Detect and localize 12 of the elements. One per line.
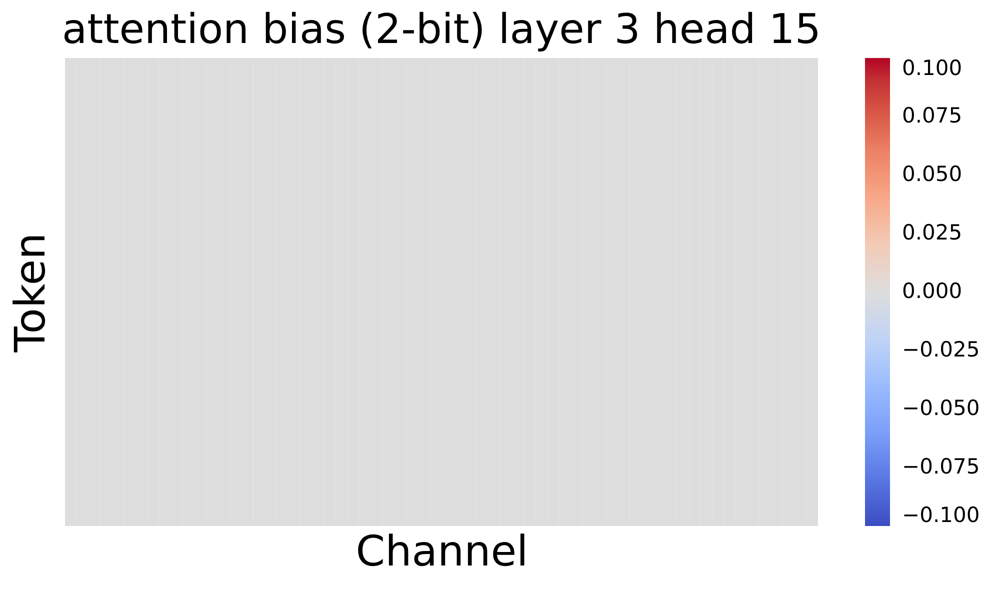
color-bar-label: −0.025 (902, 338, 980, 362)
color-bar-label: −0.100 (902, 503, 980, 527)
color-bar-label: 0.100 (902, 56, 962, 80)
color-bar-label: −0.075 (902, 454, 980, 478)
color-bar-label: −0.050 (902, 396, 980, 420)
y-axis-title: Token (6, 232, 54, 354)
chart-title: attention bias (2-bit) layer 3 head 15 (62, 5, 821, 53)
color-bar-label: 0.075 (902, 104, 962, 128)
x-axis-title: Channel (356, 526, 528, 576)
color-bar-label: 0.025 (902, 220, 962, 244)
color-bar-label: 0.000 (902, 279, 962, 303)
color-bar-label: 0.050 (902, 162, 962, 186)
